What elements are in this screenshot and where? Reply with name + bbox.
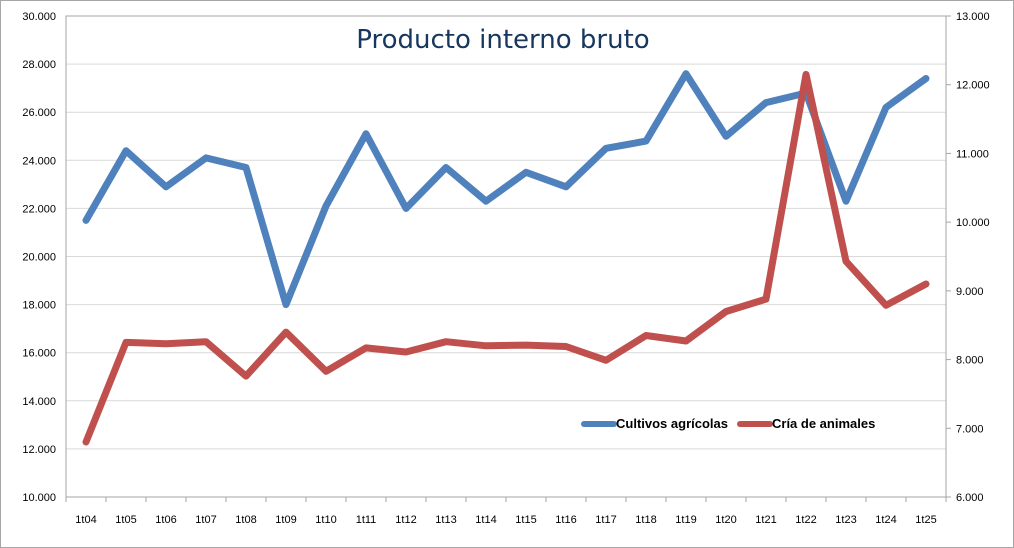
data-point — [685, 73, 687, 75]
x-tick-label: 1t23 — [835, 514, 856, 526]
data-point — [765, 298, 767, 300]
y-right-tick-label: 10.000 — [956, 217, 990, 229]
y-right-tick-label: 7.000 — [956, 423, 984, 435]
data-point — [525, 171, 527, 173]
series-lines — [82, 70, 930, 446]
x-tick-label: 1t14 — [475, 514, 496, 526]
data-point — [925, 283, 927, 285]
x-tick-label: 1t20 — [715, 514, 736, 526]
chart-title: Producto interno bruto — [356, 25, 649, 55]
data-point — [445, 341, 447, 343]
data-point — [125, 341, 127, 343]
y-left-tick-label: 14.000 — [22, 396, 56, 408]
data-point — [885, 304, 887, 306]
y-left-tick-label: 22.000 — [22, 203, 56, 215]
x-tick-label: 1t06 — [155, 514, 176, 526]
data-point — [725, 135, 727, 137]
data-point — [445, 167, 447, 169]
data-point — [605, 359, 607, 361]
data-point — [565, 346, 567, 348]
y-right-tick-label: 11.000 — [956, 148, 989, 160]
data-point — [565, 186, 567, 188]
series-line — [82, 70, 930, 309]
x-tick-label: 1t04 — [75, 514, 96, 526]
x-tick-label: 1t18 — [635, 514, 656, 526]
data-point — [405, 351, 407, 353]
data-point — [485, 200, 487, 202]
y-left-tick-label: 30.000 — [22, 11, 56, 23]
y-right-tick-label: 6.000 — [956, 492, 984, 504]
data-point — [365, 133, 367, 135]
data-point — [485, 345, 487, 347]
y-left-tick-label: 26.000 — [22, 107, 56, 119]
series-line — [82, 70, 930, 446]
legend-label: Cultivos agrícolas — [616, 416, 728, 431]
data-point — [205, 341, 207, 343]
data-point — [325, 370, 327, 372]
x-tick-label: 1t25 — [915, 514, 936, 526]
y-right-tick-label: 12.000 — [956, 80, 990, 92]
x-tick-label: 1t21 — [755, 514, 776, 526]
data-point — [85, 219, 87, 221]
data-point — [85, 441, 87, 443]
legend: Cultivos agrícolas Cría de animales — [581, 416, 875, 431]
data-point — [765, 102, 767, 104]
data-point — [845, 260, 847, 262]
data-point — [405, 207, 407, 209]
x-tick-label: 1t17 — [595, 514, 616, 526]
y-axis-left: 10.000 12.000 14.000 16.000 18.000 20.000 22.0… — [22, 11, 56, 504]
y-right-tick-label: 13.000 — [956, 11, 990, 23]
y-left-tick-label: 28.000 — [22, 59, 56, 71]
y-right-tick-label: 8.000 — [956, 355, 984, 367]
x-tick-label: 1t08 — [235, 514, 256, 526]
data-point — [285, 304, 287, 306]
x-tick-label: 1t13 — [435, 514, 456, 526]
x-tick-label: 1t11 — [356, 514, 377, 526]
data-point — [605, 147, 607, 149]
y-left-tick-label: 12.000 — [22, 444, 56, 456]
x-tick-label: 1t12 — [395, 514, 416, 526]
data-point — [365, 347, 367, 349]
x-tick-label: 1t09 — [275, 514, 296, 526]
y-right-tick-label: 9.000 — [956, 286, 984, 298]
y-left-tick-label: 10.000 — [22, 492, 56, 504]
data-point — [805, 73, 807, 75]
y-left-tick-label: 24.000 — [22, 155, 56, 167]
x-axis: 1t04 1t05 1t06 1t07 1t08 1t09 1t10 1t11 1t12 1t13… — [65, 497, 947, 526]
data-point — [125, 150, 127, 152]
x-tick-label: 1t05 — [115, 514, 136, 526]
y-axis-right: 6.000 7.000 8.000 9.000 10.000 11.000 12.000 13… — [946, 11, 990, 504]
x-tick-label: 1t15 — [515, 514, 536, 526]
legend-label: Cría de animales — [772, 416, 875, 431]
data-point — [525, 344, 527, 346]
data-point — [685, 340, 687, 342]
y-left-tick-label: 16.000 — [22, 348, 56, 360]
data-point — [165, 186, 167, 188]
x-tick-label: 1t07 — [195, 514, 216, 526]
data-point — [285, 331, 287, 333]
data-point — [205, 157, 207, 159]
data-point — [725, 310, 727, 312]
data-point — [325, 205, 327, 207]
data-point — [645, 335, 647, 337]
y-left-tick-label: 20.000 — [22, 252, 56, 264]
data-point — [165, 343, 167, 345]
x-tick-label: 1t22 — [795, 514, 816, 526]
x-tick-label: 1t10 — [315, 514, 336, 526]
x-tick-label: 1t24 — [875, 514, 896, 526]
x-tick-label: 1t16 — [555, 514, 576, 526]
data-point — [645, 140, 647, 142]
data-point — [845, 200, 847, 202]
y-left-tick-label: 18.000 — [22, 300, 56, 312]
data-point — [925, 78, 927, 80]
data-point — [245, 375, 247, 377]
gridlines — [65, 15, 947, 498]
x-tick-label: 1t19 — [675, 514, 696, 526]
data-point — [245, 167, 247, 169]
data-point — [885, 106, 887, 108]
